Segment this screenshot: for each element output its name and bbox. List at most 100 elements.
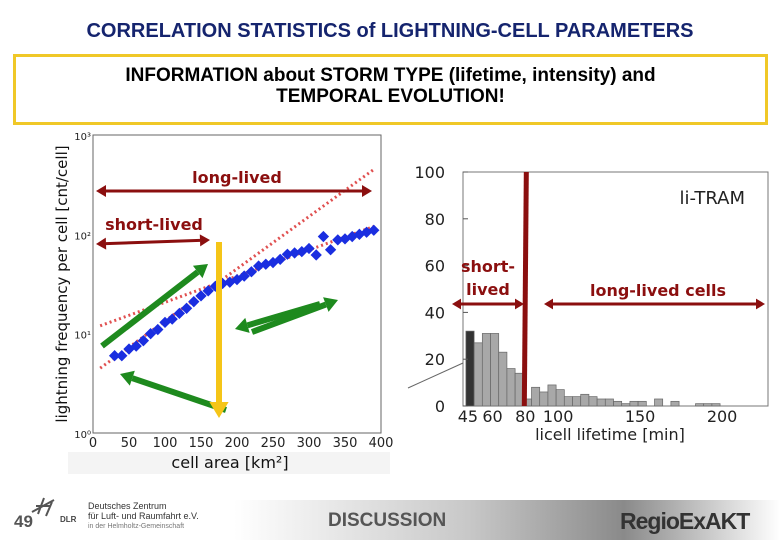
plot-frame [462,171,769,407]
green-arrow-up-left-head [192,264,208,279]
short-lived-arrow-shaft [105,238,201,246]
xlabel-background [68,452,390,474]
histogram-bar [711,403,721,407]
x-axis-label: licell lifetime [min] [535,425,685,444]
histogram-bar [580,393,590,407]
decorative-line [407,362,464,389]
dlr-line-1: Deutsches Zentrum [88,501,167,511]
x-tick-label: 80 [515,407,535,426]
x-tick-label: 350 [333,436,358,451]
data-point [310,249,322,261]
data-point [202,285,214,297]
green-arrow-down-left-shaft [131,375,227,413]
data-point [130,340,142,352]
section-label: DISCUSSION [328,510,447,531]
data-point [166,313,178,325]
dlr-line-3: in der Helmholtz-Gemeinschaft [88,523,185,530]
histogram-bar [531,386,541,407]
long-lived-arrow-head [362,185,372,197]
histogram-bar [621,403,631,407]
short-lived-label-2: lived [466,280,510,299]
histogram-bar [539,391,549,407]
data-point [274,253,286,266]
histogram-bar [473,342,483,407]
x-tick-label: 250 [261,436,286,451]
histogram-bar [703,403,713,407]
data-point [245,266,258,278]
histogram-bar [637,400,647,407]
x-tick-label: 150 [625,407,656,426]
data-point [288,247,301,259]
footer-bar [0,500,780,540]
long-lived-label: long-lived cells [590,281,726,300]
histogram-bar [506,368,516,407]
data-point [368,224,380,236]
histogram-bar [572,396,582,407]
scatter-chart: 0 50 100 150 200 250 300 350 400 10⁰ 10¹ 10² 10³ cell… [53,132,394,474]
short-lived-arrow-tail [96,237,107,250]
regioexakt-logo: RegioExAKT [620,508,750,534]
data-point [152,323,164,336]
short-lived-arrow-tail [452,298,461,310]
threshold-line [521,171,529,407]
data-point [317,230,330,243]
histogram-bar [596,398,606,407]
y-tick-label: 40 [425,303,445,322]
histogram-bar [695,403,705,407]
histogram-bar [547,384,557,407]
histogram-bar [490,333,500,407]
data-point [180,302,193,314]
y-tick-label: 10³ [74,132,91,143]
x-tick-label: 100 [153,436,178,451]
green-arrow-down-left-head [120,370,135,386]
histogram-bar [604,398,614,407]
dlr-logo-text: DLR [60,515,77,524]
histogram-bar [629,400,639,407]
dlr-name: Deutsches Zentrum für Luft- und Raumfahrt… [88,501,199,521]
x-tick-label: 45 [458,407,478,426]
y-axis-label: lightning frequency per cell [cnt/cell] [53,145,71,422]
data-point [281,248,294,260]
histogram-bar [654,398,664,407]
long-lived-arrow-tail [96,185,106,197]
data-point [173,307,186,320]
y-tick-label: 100 [414,163,445,182]
x-axis-label: cell area [km²] [171,453,288,472]
y-tick-label: 20 [425,350,445,369]
histogram-bar [498,351,508,407]
info-box: INFORMATION about STORM TYPE (lifetime, … [13,54,768,125]
x-tick-label: 200 [225,436,250,451]
page-number: 49 [14,512,33,531]
short-lived-label: short-lived [105,215,203,234]
histogram-bar [670,400,680,407]
x-tick-label: 0 [89,436,97,451]
x-tick-label: 300 [297,436,322,451]
series-label: li-TRAM [680,188,745,209]
short-lived-arrow-head [199,234,210,247]
long-lived-label: long-lived [192,168,282,187]
x-tick-label: 400 [369,436,394,451]
green-arrow-up-left-shaft [100,269,200,349]
data-point [137,335,150,347]
info-line-1: INFORMATION about STORM TYPE (lifetime, … [125,65,656,86]
green-arrow-left-shaft [246,301,321,329]
info-line-2: TEMPORAL EVOLUTION! [276,86,505,107]
y-tick-label: 10⁰ [74,430,91,441]
long-lived-arrow-head [756,298,765,310]
histogram-bar [555,389,565,407]
histogram-bar [613,400,623,407]
dlr-line-2: für Luft- und Raumfahrt e.V. [88,511,199,521]
histogram-bar [563,396,573,407]
short-lived-arrow-head [515,298,524,310]
y-tick-label: 60 [425,257,445,276]
x-tick-label: 150 [189,436,214,451]
y-tick-label: 80 [425,210,445,229]
x-tick-label: 200 [707,407,738,426]
fit-line [99,168,375,370]
histogram-bar [588,396,598,407]
histogram-bar [465,330,475,407]
short-lived-label-1: short- [461,257,515,276]
x-tick-label: 50 [121,436,138,451]
dlr-logo-icon [31,497,55,517]
